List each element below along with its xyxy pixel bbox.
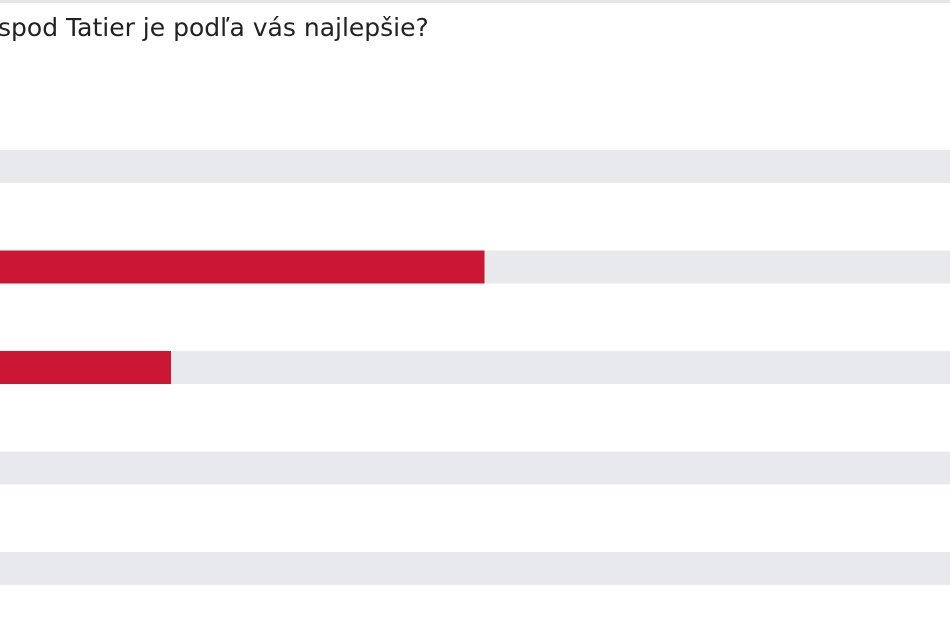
poll-question: spod Tatier je podľa vás najlepšie? <box>0 13 429 42</box>
option-track <box>0 150 950 183</box>
option-result-bar <box>0 250 485 284</box>
option-result-bar <box>0 351 171 384</box>
top-border <box>0 0 950 3</box>
option-track <box>0 552 950 585</box>
option-track <box>0 451 950 485</box>
